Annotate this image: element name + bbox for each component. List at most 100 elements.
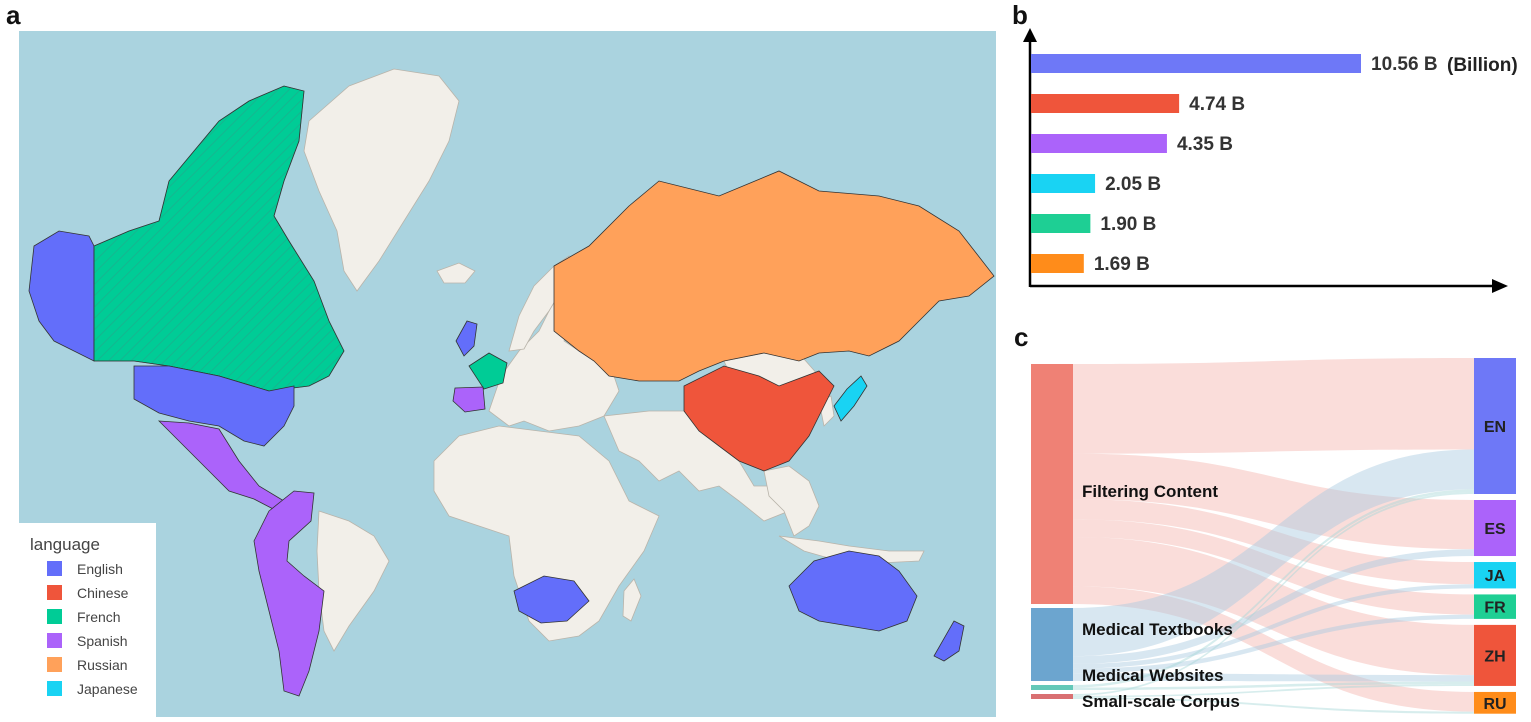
greenland: [303, 68, 460, 292]
target-label-es: ES: [1484, 521, 1506, 538]
world-map-panel: language English Chinese French Spanish Russ…: [19, 31, 996, 717]
sankey-link: [1073, 499, 1474, 585]
region-united-states: [133, 365, 295, 447]
source-node-medical-websites: [1031, 685, 1073, 690]
sankey-link: [1073, 584, 1474, 669]
southeast-asia: [763, 465, 820, 537]
source-node-filtering-content: [1031, 364, 1073, 604]
region-australia: [788, 550, 918, 632]
target-label-en: EN: [1484, 419, 1506, 436]
region-south-america-western: [253, 490, 325, 697]
bars: 10.56 B 4.74 B 4.35 B 2.05 B 1.90 B 1.69 B: [1031, 54, 1438, 275]
legend-label-spanish: Spanish: [77, 633, 128, 649]
bar-value-label-chinese: 4.74 B: [1189, 94, 1245, 115]
world-map: language English Chinese French Spanish Russ…: [19, 31, 996, 717]
target-label-ja: JA: [1485, 568, 1506, 585]
source-label-medical-websites: Medical Websites: [1082, 666, 1223, 685]
bar-value-label-spanish: 4.35 B: [1177, 134, 1233, 155]
legend-label-french: French: [77, 609, 121, 625]
bar-value-label-english: 10.56 B: [1371, 54, 1438, 75]
bar-english: [1031, 54, 1361, 73]
bar-axes: [1023, 28, 1508, 293]
sankey-link: [1073, 684, 1474, 698]
africa: [433, 425, 660, 642]
sankey-link: [1073, 614, 1474, 674]
region-china: [683, 365, 835, 472]
region-united-kingdom-ireland: [455, 320, 478, 357]
legend-label-english: English: [77, 561, 123, 577]
language-regions: [28, 85, 995, 697]
bar-chart: 10.56 B 4.74 B 4.35 B 2.05 B 1.90 B 1.69 B (B…: [1023, 28, 1518, 293]
target-node-en: [1474, 358, 1516, 494]
sankey-link: [1073, 449, 1474, 657]
target-node-es: [1474, 500, 1516, 557]
sankey-nodes: [1031, 358, 1516, 714]
panel-label-a: a: [6, 0, 21, 30]
target-label-ru: RU: [1483, 696, 1506, 713]
legend-label-chinese: Chinese: [77, 585, 129, 601]
sankey-panel: EN ES JA FR ZH RU Filtering Content Medical Tex…: [1000, 320, 1531, 717]
bar-chart-panel: 10.56 B 4.74 B 4.35 B 2.05 B 1.90 B 1.69 B (B…: [1000, 0, 1531, 320]
legend-label-russian: Russian: [77, 657, 128, 673]
legend-swatch-japanese: [47, 681, 62, 696]
source-label-small-scale-corpus: Small-scale Corpus: [1082, 692, 1240, 711]
x-axis-arrow: [1492, 279, 1508, 293]
sankey-link: [1073, 697, 1474, 714]
sankey-links: [1073, 358, 1474, 714]
panel-label-b: b: [1012, 0, 1028, 30]
source-node-medical-textbooks: [1031, 608, 1073, 681]
target-label-zh: ZH: [1484, 648, 1505, 665]
legend-swatch-spanish: [47, 633, 62, 648]
bar-russian: [1031, 254, 1084, 273]
legend-swatch-french: [47, 609, 62, 624]
sankey-link: [1073, 453, 1474, 550]
source-label-medical-textbooks: Medical Textbooks: [1082, 620, 1233, 639]
unit-note: (Billion): [1447, 55, 1518, 76]
sankey-link: [1073, 681, 1474, 690]
sankey-labels: EN ES JA FR ZH RU Filtering Content Medical Tex…: [1082, 419, 1507, 713]
region-russia-central-asia: [553, 170, 995, 382]
target-label-fr: FR: [1484, 600, 1506, 617]
legend-swatch-russian: [47, 657, 62, 672]
legend-swatch-english: [47, 561, 62, 576]
bar-french: [1031, 214, 1091, 233]
sankey-link: [1073, 358, 1474, 454]
source-label-filtering-content: Filtering Content: [1082, 482, 1218, 501]
bar-chinese: [1031, 94, 1180, 113]
iceland: [436, 262, 476, 284]
legend-swatch-chinese: [47, 585, 62, 600]
sankey-link: [1073, 549, 1474, 664]
sankey-link: [1073, 537, 1474, 676]
map-legend: language English Chinese French Spanish Russ…: [19, 523, 156, 717]
region-spain: [452, 386, 486, 413]
bar-value-label-japanese: 2.05 B: [1105, 174, 1161, 195]
sankey-link: [1073, 586, 1474, 712]
region-south-africa: [513, 575, 590, 624]
sankey-chart: EN ES JA FR ZH RU Filtering Content Medical Tex…: [1031, 358, 1516, 714]
source-node-small-scale-corpus: [1031, 694, 1073, 699]
europe: [488, 265, 620, 432]
legend-label-japanese: Japanese: [77, 681, 138, 697]
bar-value-label-russian: 1.69 B: [1094, 254, 1150, 275]
sankey-link: [1073, 489, 1474, 688]
region-new-zealand: [933, 620, 965, 662]
target-node-ru: [1474, 691, 1516, 714]
madagascar: [622, 578, 642, 622]
target-node-zh: [1474, 624, 1516, 686]
legend-background: [19, 523, 156, 717]
region-france: [468, 352, 508, 390]
target-node-ja: [1474, 562, 1516, 589]
bar-spanish: [1031, 134, 1167, 153]
y-axis-arrow: [1023, 28, 1037, 42]
legend-title: language: [30, 535, 100, 554]
sankey-link: [1073, 519, 1474, 615]
sankey-link: [1073, 673, 1474, 682]
bar-japanese: [1031, 174, 1096, 193]
bar-value-label-french: 1.90 B: [1100, 214, 1156, 235]
indonesia: [778, 535, 925, 564]
sankey-link: [1073, 491, 1474, 696]
region-japan: [833, 375, 868, 422]
land-layer: [303, 68, 925, 652]
panel-label-c: c: [1014, 322, 1029, 352]
south-america-east: [316, 510, 390, 652]
